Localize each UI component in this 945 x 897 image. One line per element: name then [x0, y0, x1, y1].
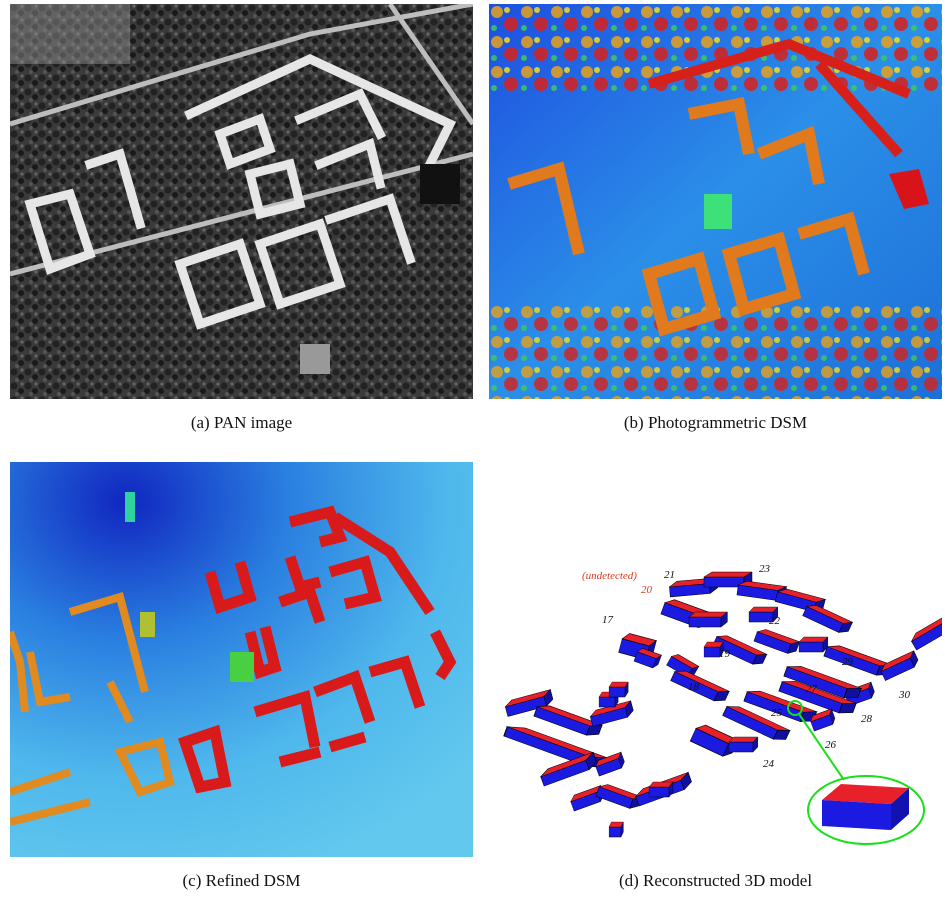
label-25: 25	[771, 707, 783, 719]
caption-a: (a) PAN image	[190, 413, 293, 432]
caption-c: (c) Refined DSM	[182, 871, 301, 890]
label-29: 29	[842, 656, 854, 668]
label-20: 20	[641, 584, 653, 596]
label-22: 22	[769, 615, 781, 627]
label-30: 30	[898, 689, 911, 701]
label-17: 17	[602, 614, 614, 626]
caption-b: (b) Photogrammetric DSM	[623, 413, 808, 432]
zoom-inset-block	[822, 784, 909, 830]
label-19: 19	[719, 648, 731, 660]
label-undetected: (undetected)	[582, 570, 637, 582]
reconstructed-3d-model: (undetected) 20 21 23 17 22 19 18 29 27 …	[489, 462, 942, 857]
pan-image	[10, 4, 473, 399]
label-23: 23	[759, 563, 771, 575]
photogrammetric-dsm-image	[489, 4, 942, 399]
caption-d: (d) Reconstructed 3D model	[618, 871, 813, 890]
refined-dsm-image	[10, 462, 473, 857]
label-18: 18	[688, 681, 700, 693]
label-28: 28	[861, 713, 873, 725]
label-24: 24	[763, 758, 775, 770]
label-27: 27	[806, 683, 818, 695]
label-21: 21	[664, 569, 675, 581]
label-26: 26	[825, 739, 837, 751]
zoom-highlight	[787, 700, 925, 845]
